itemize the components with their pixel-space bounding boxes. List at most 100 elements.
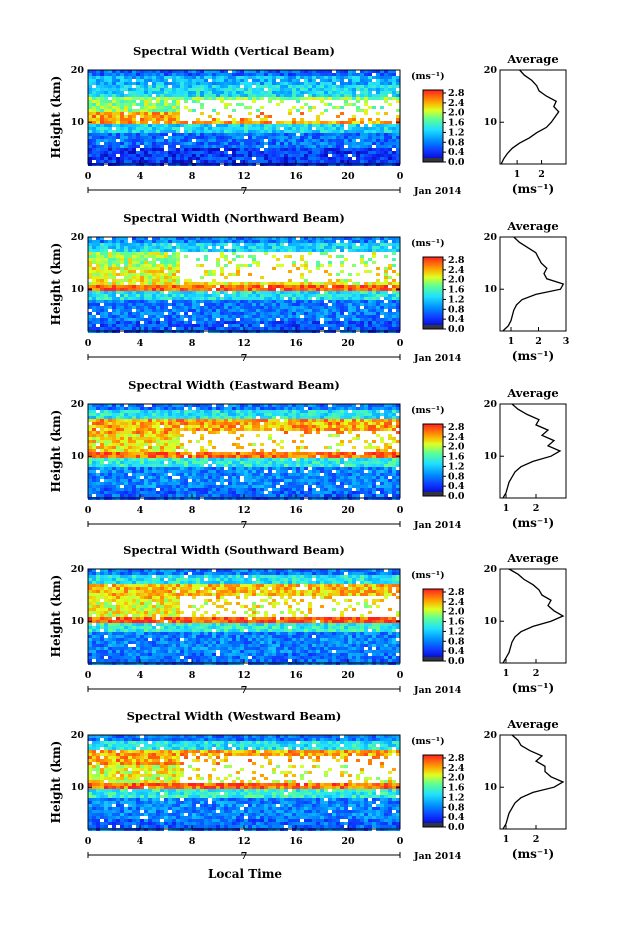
heatmap-cell bbox=[188, 154, 192, 157]
heatmap-cell bbox=[312, 97, 316, 100]
heatmap-cell bbox=[352, 306, 356, 309]
heatmap-cell bbox=[160, 91, 164, 94]
heatmap-cell bbox=[144, 324, 148, 327]
heatmap-cell bbox=[304, 139, 308, 142]
heatmap-cell bbox=[152, 85, 156, 88]
heatmap-cell bbox=[332, 91, 336, 94]
heatmap-cell bbox=[92, 425, 96, 428]
heatmap-cell bbox=[320, 139, 324, 142]
colorbar-bottom bbox=[423, 158, 443, 162]
heatmap-cell bbox=[100, 136, 104, 139]
heatmap-cell bbox=[144, 267, 148, 270]
heatmap-cell bbox=[280, 97, 284, 100]
heatmap-cell bbox=[160, 285, 164, 288]
heatmap-cell bbox=[392, 142, 396, 145]
heatmap-cell bbox=[292, 136, 296, 139]
heatmap-cell bbox=[224, 291, 228, 294]
heatmap-cell bbox=[332, 282, 336, 285]
heatmap-cell bbox=[128, 142, 132, 145]
heatmap-cell bbox=[148, 315, 152, 318]
heatmap-cell bbox=[148, 148, 152, 151]
heatmap-cell bbox=[124, 237, 128, 240]
heatmap-cell bbox=[384, 282, 388, 285]
heatmap-cell bbox=[308, 243, 312, 246]
heatmap-cell bbox=[120, 464, 124, 467]
heatmap-cell bbox=[112, 452, 116, 455]
heatmap-cell bbox=[312, 76, 316, 79]
heatmap-cell bbox=[168, 276, 172, 279]
heatmap-cell bbox=[156, 455, 160, 458]
heatmap-cell bbox=[276, 70, 280, 73]
heatmap-cell bbox=[228, 294, 232, 297]
heatmap-cell bbox=[296, 303, 300, 306]
heatmap-cell bbox=[112, 133, 116, 136]
heatmap-cell bbox=[112, 476, 116, 479]
heatmap-cell bbox=[144, 309, 148, 312]
heatmap-cell bbox=[160, 300, 164, 303]
heatmap-cell bbox=[288, 321, 292, 324]
heatmap-cell bbox=[176, 151, 180, 154]
heatmap-cell bbox=[172, 324, 176, 327]
heatmap-cell bbox=[244, 237, 248, 240]
heatmap-cell bbox=[220, 145, 224, 148]
heatmap-cell bbox=[188, 464, 192, 467]
heatmap-cell bbox=[160, 324, 164, 327]
heatmap-cell bbox=[208, 160, 212, 163]
heatmap-cell bbox=[168, 142, 172, 145]
heatmap-cell bbox=[128, 494, 132, 497]
heatmap-cell bbox=[288, 309, 292, 312]
heatmap-cell bbox=[128, 255, 132, 258]
heatmap-cell bbox=[348, 321, 352, 324]
heatmap-cell bbox=[92, 461, 96, 464]
heatmap-cell bbox=[112, 73, 116, 76]
heatmap-cell bbox=[276, 82, 280, 85]
heatmap-cell bbox=[360, 324, 364, 327]
heatmap-cell bbox=[104, 309, 108, 312]
heatmap-cell bbox=[96, 467, 100, 470]
heatmap-cell bbox=[132, 470, 136, 473]
heatmap-cell bbox=[376, 154, 380, 157]
heatmap-cell bbox=[176, 100, 180, 103]
heatmap-cell bbox=[172, 151, 176, 154]
heatmap-cell bbox=[152, 142, 156, 145]
heatmap-cell bbox=[144, 130, 148, 133]
heatmap-cell bbox=[88, 297, 92, 300]
heatmap-cell bbox=[260, 82, 264, 85]
heatmap-cell bbox=[100, 88, 104, 91]
heatmap-cell bbox=[152, 428, 156, 431]
heatmap-cell bbox=[132, 440, 136, 443]
heatmap-cell bbox=[108, 437, 112, 440]
heatmap-cell bbox=[368, 136, 372, 139]
heatmap-cell bbox=[232, 145, 236, 148]
heatmap-cell bbox=[184, 240, 188, 243]
heatmap-cell bbox=[148, 240, 152, 243]
heatmap-cell bbox=[140, 455, 144, 458]
heatmap-cell bbox=[212, 273, 216, 276]
heatmap-cell bbox=[324, 145, 328, 148]
heatmap-cell bbox=[156, 324, 160, 327]
heatmap-cell bbox=[360, 70, 364, 73]
heatmap-cell bbox=[272, 124, 276, 127]
heatmap-cell bbox=[96, 73, 100, 76]
heatmap-cell bbox=[160, 407, 164, 410]
heatmap-cell bbox=[152, 240, 156, 243]
heatmap-cell bbox=[396, 249, 400, 252]
heatmap-cell bbox=[304, 151, 308, 154]
heatmap-cell bbox=[164, 413, 168, 416]
heatmap-cell bbox=[120, 237, 124, 240]
y-tick-label: 20 bbox=[71, 65, 85, 76]
heatmap-cell bbox=[176, 246, 180, 249]
heatmap-cell bbox=[96, 479, 100, 482]
heatmap-cell bbox=[304, 103, 308, 106]
heatmap-cell bbox=[324, 288, 328, 291]
heatmap-cell bbox=[328, 73, 332, 76]
heatmap-cell bbox=[112, 82, 116, 85]
heatmap-cell bbox=[184, 303, 188, 306]
heatmap-cell bbox=[152, 157, 156, 160]
heatmap-cell bbox=[288, 94, 292, 97]
heatmap-cell bbox=[140, 458, 144, 461]
heatmap-cell bbox=[168, 124, 172, 127]
heatmap-cell bbox=[180, 321, 184, 324]
heatmap-cell bbox=[148, 425, 152, 428]
heatmap-cell bbox=[116, 407, 120, 410]
